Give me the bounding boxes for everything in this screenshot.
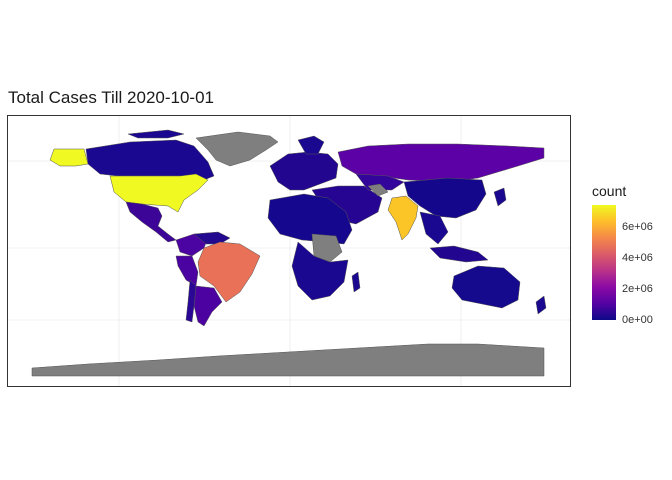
country-europe xyxy=(269,151,339,191)
country-brazil xyxy=(197,241,261,303)
country-canada-islands xyxy=(127,129,185,139)
country-north-africa xyxy=(267,193,353,245)
country-scandinavia xyxy=(297,135,325,155)
country-no-data-central-asia xyxy=(367,183,389,197)
country-venezuela xyxy=(193,231,231,245)
country-usa xyxy=(109,173,209,213)
map-panel xyxy=(7,115,571,387)
world-map xyxy=(8,116,570,386)
legend-title: count xyxy=(592,183,627,199)
country-se-asia xyxy=(419,211,449,245)
legend-label-2e6: 2e+06 xyxy=(622,283,653,295)
country-chile xyxy=(185,279,197,323)
legend-label-6e6: 6e+06 xyxy=(622,221,653,233)
country-indonesia xyxy=(429,245,489,263)
map-title: Total Cases Till 2020-10-01 xyxy=(8,88,215,107)
color-legend: count 6e+06 4e+06 2e+06 0e+00 xyxy=(589,183,669,333)
country-antarctica xyxy=(31,343,545,377)
country-greenland xyxy=(195,131,279,167)
country-india xyxy=(387,195,419,241)
legend-label-0: 0e+00 xyxy=(622,314,653,326)
legend-colorbar xyxy=(592,205,616,320)
country-new-zealand xyxy=(535,295,547,315)
country-japan xyxy=(493,187,507,207)
country-central-africa-no-data xyxy=(311,233,343,263)
country-australia xyxy=(451,265,521,309)
country-south-africa-region xyxy=(291,241,349,301)
legend-label-4e6: 4e+06 xyxy=(622,252,653,264)
country-usa-alaska xyxy=(49,148,89,167)
country-peru xyxy=(175,255,199,287)
country-mexico xyxy=(125,201,177,243)
country-madagascar xyxy=(351,271,361,293)
country-china xyxy=(403,177,487,219)
country-argentina xyxy=(193,285,223,327)
